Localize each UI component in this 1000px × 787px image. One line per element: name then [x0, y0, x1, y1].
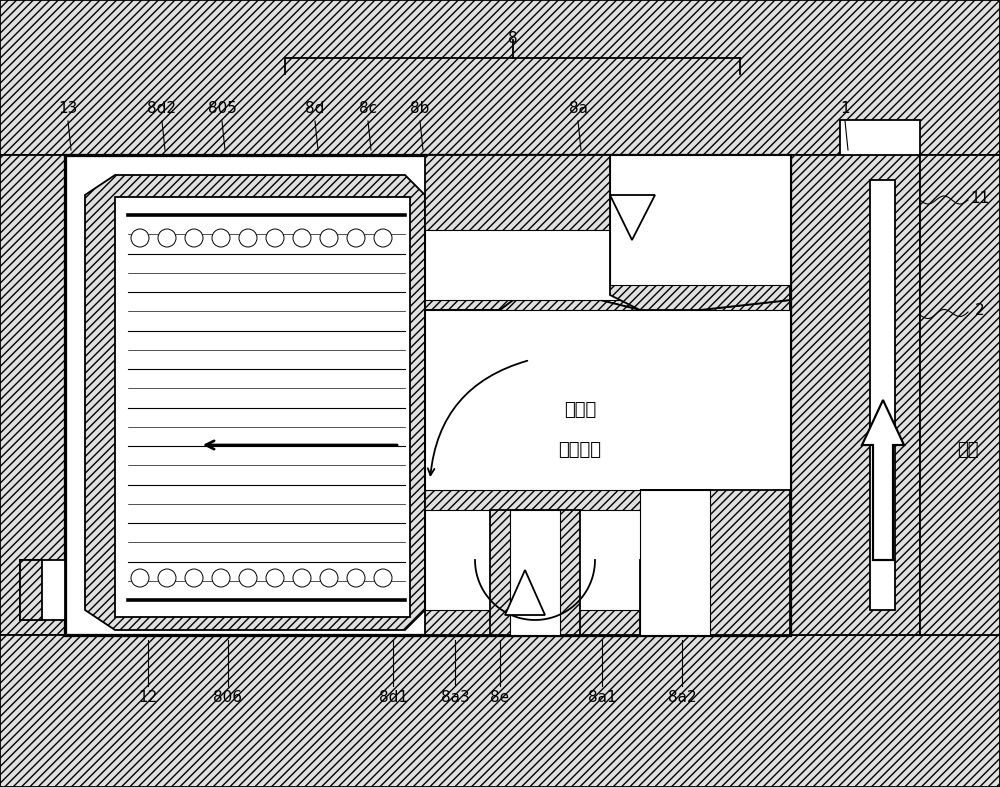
- Text: 8a: 8a: [568, 101, 588, 116]
- Text: 11: 11: [970, 190, 990, 205]
- Circle shape: [320, 569, 338, 587]
- Circle shape: [347, 569, 365, 587]
- Text: 8a2: 8a2: [668, 690, 696, 705]
- Circle shape: [374, 569, 392, 587]
- Circle shape: [212, 569, 230, 587]
- Circle shape: [347, 229, 365, 247]
- Text: （順流）: （順流）: [558, 441, 602, 459]
- Polygon shape: [425, 155, 790, 310]
- Circle shape: [185, 229, 203, 247]
- Text: 8a1: 8a1: [588, 690, 616, 705]
- Text: 8b: 8b: [410, 101, 430, 116]
- Text: 8d1: 8d1: [378, 690, 408, 705]
- Text: 8: 8: [508, 31, 517, 46]
- Bar: [425, 510, 790, 610]
- Bar: [20, 560, 65, 620]
- Polygon shape: [0, 635, 1000, 787]
- Text: 1: 1: [840, 101, 850, 116]
- Text: 8a3: 8a3: [441, 690, 469, 705]
- Text: 8e: 8e: [490, 690, 510, 705]
- Circle shape: [158, 229, 176, 247]
- Text: 燃料流: 燃料流: [564, 401, 596, 419]
- Text: 12: 12: [138, 690, 158, 705]
- Circle shape: [266, 569, 284, 587]
- Circle shape: [293, 569, 311, 587]
- FancyArrow shape: [862, 400, 904, 560]
- Polygon shape: [640, 490, 790, 635]
- Text: 2: 2: [975, 302, 985, 317]
- Polygon shape: [85, 175, 425, 630]
- Polygon shape: [790, 155, 920, 635]
- Text: 8c: 8c: [359, 101, 377, 116]
- Circle shape: [374, 229, 392, 247]
- Bar: [115, 197, 410, 617]
- Bar: [610, 155, 790, 285]
- Text: 上升: 上升: [957, 441, 979, 459]
- Text: 8d2: 8d2: [148, 101, 176, 116]
- Bar: [640, 490, 710, 635]
- Text: 805: 805: [208, 101, 236, 116]
- Text: 8d: 8d: [305, 101, 325, 116]
- Polygon shape: [0, 155, 65, 635]
- Circle shape: [131, 229, 149, 247]
- Polygon shape: [0, 0, 1000, 155]
- Bar: [425, 310, 790, 490]
- Polygon shape: [490, 510, 580, 635]
- Polygon shape: [610, 195, 655, 240]
- Circle shape: [293, 229, 311, 247]
- Polygon shape: [920, 155, 1000, 635]
- Text: 13: 13: [58, 101, 78, 116]
- Polygon shape: [505, 570, 545, 615]
- Circle shape: [131, 569, 149, 587]
- Polygon shape: [610, 155, 790, 310]
- Bar: [510, 510, 560, 635]
- Circle shape: [266, 229, 284, 247]
- Bar: [65, 155, 790, 635]
- Polygon shape: [425, 285, 790, 510]
- Circle shape: [239, 569, 257, 587]
- Circle shape: [185, 569, 203, 587]
- Bar: [20, 560, 42, 620]
- Circle shape: [320, 229, 338, 247]
- Polygon shape: [425, 490, 790, 635]
- Text: 806: 806: [214, 690, 242, 705]
- Bar: [870, 180, 895, 610]
- Circle shape: [239, 229, 257, 247]
- Circle shape: [158, 569, 176, 587]
- Circle shape: [212, 229, 230, 247]
- Bar: [425, 230, 790, 300]
